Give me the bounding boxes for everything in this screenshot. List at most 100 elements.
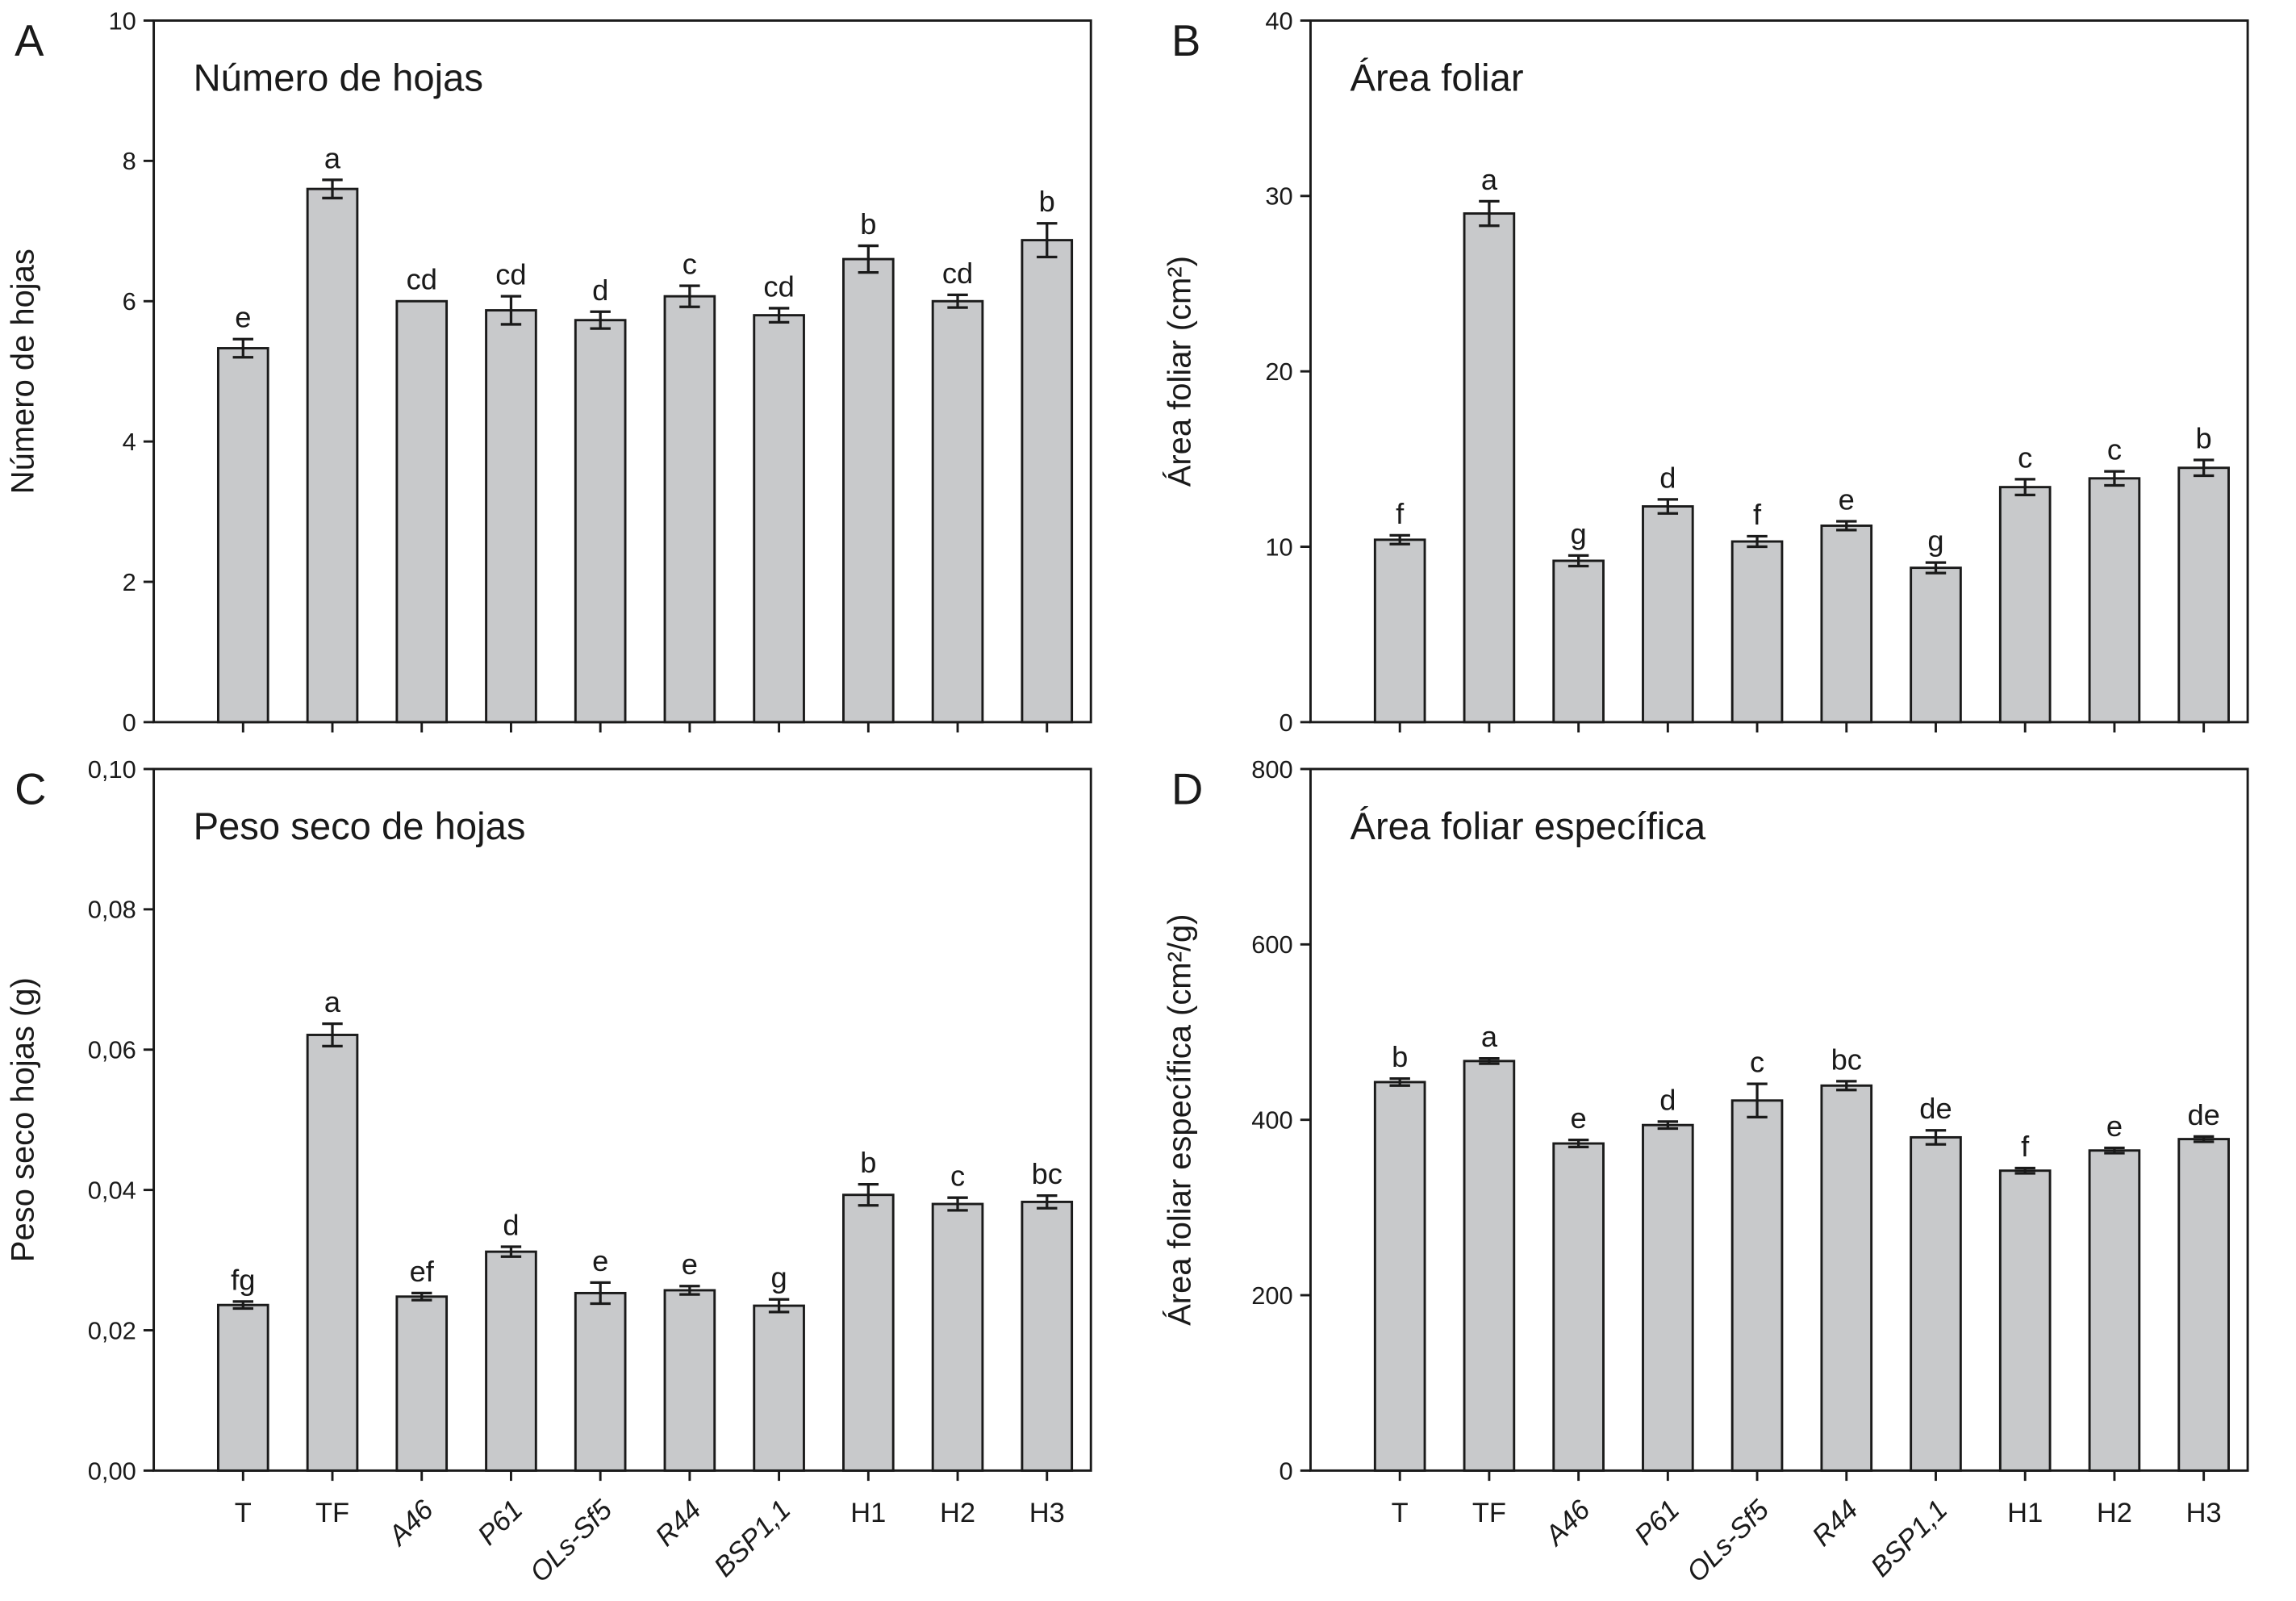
y-tick-label: 30 xyxy=(1265,182,1292,211)
significance-letter: e xyxy=(682,1248,698,1281)
significance-letter: d xyxy=(592,274,608,307)
significance-letter: g xyxy=(771,1261,787,1294)
significance-letter: bc xyxy=(1831,1043,1862,1076)
significance-letter: e xyxy=(235,301,251,334)
significance-letter: b xyxy=(1392,1040,1408,1073)
panel-letter: B xyxy=(1171,16,1200,65)
x-tick-label: BSP1,1 xyxy=(1865,1494,1954,1583)
y-tick-label: 10 xyxy=(108,6,136,35)
significance-letter: f xyxy=(1753,498,1762,531)
x-tick-label: H1 xyxy=(850,1498,886,1528)
panel-title: Número de hojas xyxy=(194,57,483,100)
y-tick-label: 40 xyxy=(1265,6,1292,35)
bar-H2 xyxy=(931,299,984,724)
bar-H3 xyxy=(1021,239,1074,724)
bar-BSP1,1 xyxy=(1910,566,1962,724)
y-tick-label: 0,00 xyxy=(88,1457,136,1485)
x-tick-label: T xyxy=(235,1498,252,1528)
y-tick-label: 0,06 xyxy=(88,1036,136,1064)
significance-letter: b xyxy=(860,207,876,240)
bar-H2 xyxy=(2088,477,2141,724)
x-tick-label: H3 xyxy=(2186,1498,2222,1528)
significance-letter: d xyxy=(1659,1083,1676,1116)
significance-letter: e xyxy=(592,1244,608,1277)
panel-c: C Peso seco de hojas Peso seco hojas (g) 0,… xyxy=(6,755,1092,1588)
y-tick-label: 400 xyxy=(1251,1106,1292,1135)
x-tick-label: A46 xyxy=(382,1494,440,1552)
significance-letter: c xyxy=(2018,441,2032,474)
significance-letter: d xyxy=(1659,461,1676,494)
x-tick-label: R44 xyxy=(649,1494,708,1553)
bar-H3 xyxy=(2177,1138,2230,1472)
y-tick-label: 0,10 xyxy=(88,755,136,784)
y-tick-label: 0,04 xyxy=(88,1177,136,1205)
y-axis-label: Peso seco hojas (g) xyxy=(6,977,41,1262)
y-tick-label: 0 xyxy=(123,709,136,737)
significance-letter: b xyxy=(1039,185,1055,218)
significance-letter: cd xyxy=(942,257,973,290)
x-tick-label: H2 xyxy=(2097,1498,2132,1528)
significance-letter: a xyxy=(324,141,341,174)
panel-title: Peso seco de hojas xyxy=(194,805,526,848)
y-tick-label: 8 xyxy=(123,147,136,175)
bar-TF xyxy=(1463,212,1516,724)
y-tick-label: 200 xyxy=(1251,1281,1292,1310)
significance-letter: e xyxy=(1839,483,1855,516)
panel-a: A Número de hojas Número de hojas 0 2 4 6 8 10 e a… xyxy=(6,6,1092,737)
y-tick-label: 2 xyxy=(123,568,136,596)
x-tick-label: R44 xyxy=(1806,1494,1864,1553)
bar-H1 xyxy=(1998,1169,2052,1472)
x-tick-label: P61 xyxy=(472,1494,528,1551)
significance-letter: ef xyxy=(410,1255,435,1288)
x-tick-label: OLs-Sf5 xyxy=(524,1494,619,1588)
y-tick-label: 0,02 xyxy=(88,1316,136,1344)
y-tick-label: 600 xyxy=(1251,930,1292,959)
bar-R44 xyxy=(1820,525,1873,724)
bar-T xyxy=(216,1303,269,1472)
significance-letter: d xyxy=(503,1209,519,1242)
significance-letter: f xyxy=(1396,497,1405,530)
bar-T xyxy=(216,347,269,724)
significance-letter: b xyxy=(2196,421,2212,454)
significance-letter: c xyxy=(2107,433,2122,466)
bar-H3 xyxy=(1021,1200,1074,1472)
bar-H2 xyxy=(2088,1149,2141,1472)
x-tick-label: BSP1,1 xyxy=(708,1494,797,1583)
significance-letter: c xyxy=(683,248,697,281)
bar-P61 xyxy=(485,1250,537,1472)
bar-BSP1,1 xyxy=(1910,1135,1962,1472)
bar-TF xyxy=(1463,1060,1516,1472)
significance-letter: de xyxy=(2187,1098,2219,1131)
y-axis-label: Área foliar específica (cm²/g) xyxy=(1162,914,1198,1326)
y-tick-label: 10 xyxy=(1265,533,1292,561)
y-axis-label: Número de hojas xyxy=(6,249,41,494)
significance-letter: c xyxy=(950,1160,965,1193)
bar-T xyxy=(1373,538,1426,724)
panel-title: Área foliar xyxy=(1350,57,1523,100)
bar-P61 xyxy=(485,309,537,724)
panel-letter: A xyxy=(15,16,44,65)
bar-T xyxy=(1373,1081,1426,1472)
bar-R44 xyxy=(663,1289,716,1472)
bar-OLs-Sf5 xyxy=(574,319,627,724)
significance-letter: b xyxy=(860,1146,876,1179)
bar-H3 xyxy=(2177,466,2230,724)
bar-OLs-Sf5 xyxy=(574,1291,627,1472)
bar-H1 xyxy=(842,257,895,724)
bar-H1 xyxy=(1998,486,2052,724)
bar-R44 xyxy=(1820,1084,1873,1472)
x-tick-label: T xyxy=(1392,1498,1409,1528)
y-tick-label: 0,08 xyxy=(88,896,136,924)
panel-b: B Área foliar Área foliar (cm²) 0 10 20 30 40 f a… xyxy=(1162,6,2249,737)
bar-OLs-Sf5 xyxy=(1730,1099,1784,1472)
significance-letter: a xyxy=(324,985,341,1018)
significance-letter: a xyxy=(1481,1020,1498,1053)
significance-letter: cd xyxy=(407,263,437,296)
significance-letter: bc xyxy=(1032,1157,1062,1190)
significance-letter: g xyxy=(1927,525,1943,558)
bar-P61 xyxy=(1642,1123,1694,1472)
bar-OLs-Sf5 xyxy=(1730,540,1784,724)
panel-title: Área foliar específica xyxy=(1350,805,1705,848)
bar-H2 xyxy=(931,1202,984,1472)
